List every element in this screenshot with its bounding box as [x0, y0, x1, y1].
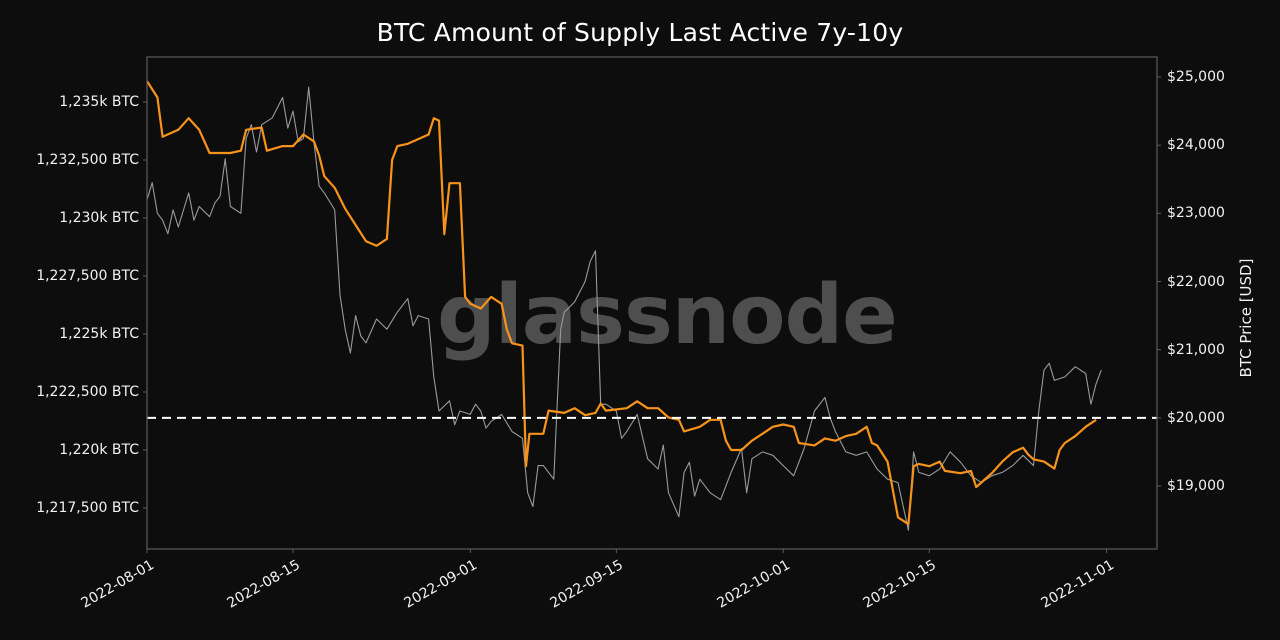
btc-price-line: [146, 86, 1102, 531]
left-y-tick-label: 1,230k BTC: [59, 210, 139, 226]
left-y-tick-label: 1,222,500 BTC: [36, 384, 139, 400]
right-y-tick-label: $24,000: [1167, 137, 1225, 154]
right-y-axis-title: BTC Price [USD]: [1237, 258, 1255, 378]
left-y-tick-label: 1,225k BTC: [59, 326, 139, 342]
chart-title: BTC Amount of Supply Last Active 7y-10y: [376, 18, 904, 47]
left-y-tick-label: 1,220k BTC: [59, 442, 139, 458]
right-y-tick-label: $23,000: [1167, 205, 1225, 222]
right-y-tick-label: $22,000: [1167, 273, 1225, 290]
left-y-tick-label: 1,235k BTC: [59, 94, 139, 110]
right-y-tick-label: $20,000: [1167, 409, 1225, 426]
axes-frame: [146, 56, 1158, 550]
right-y-tick-label: $19,000: [1167, 478, 1225, 495]
right-y-tick-label: $21,000: [1167, 341, 1225, 358]
left-y-tick-label: 1,217,500 BTC: [36, 500, 139, 516]
axis-ticks: [143, 76, 1161, 553]
right-y-tick-label: $25,000: [1167, 69, 1225, 85]
left-y-tick-label: 1,227,500 BTC: [36, 268, 139, 284]
supply-7y-10y-line: [146, 80, 1097, 526]
left-y-tick-label: 1,232,500 BTC: [36, 152, 139, 168]
